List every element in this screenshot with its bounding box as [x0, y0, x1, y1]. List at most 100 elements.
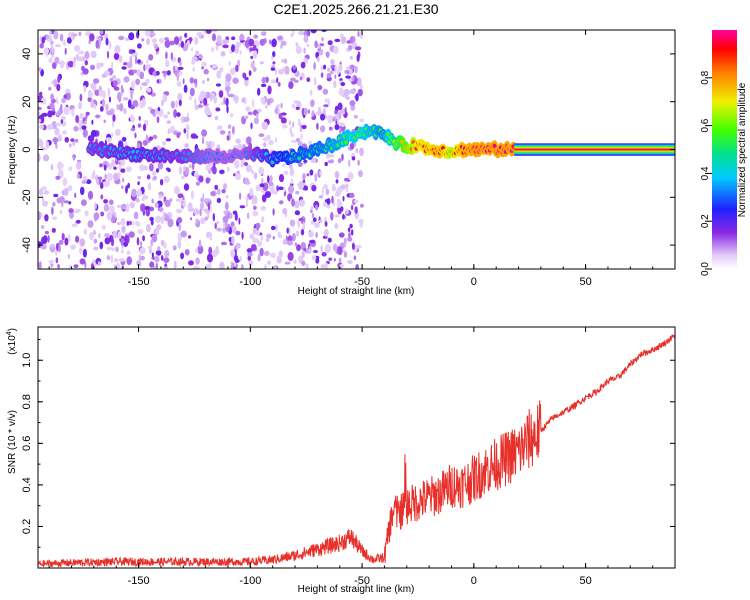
- spectrogram-noise-cell: [270, 225, 276, 231]
- spectrogram-noise-cell: [201, 61, 207, 67]
- spectrogram-noise-cell: [245, 115, 249, 120]
- spectrogram-noise-cell: [202, 192, 205, 202]
- spectrogram-noise-cell: [146, 58, 149, 66]
- spectrogram-noise-cell: [350, 204, 354, 211]
- spectrogram-noise-cell: [294, 210, 300, 216]
- spectrogram-noise-cell: [243, 162, 249, 166]
- spectrogram-noise-cell: [317, 84, 323, 91]
- spectrogram-noise-cell: [325, 51, 330, 58]
- spectrogram-noise-cell: [354, 65, 358, 74]
- spectrogram-noise-cell: [90, 83, 94, 89]
- spectrogram-noise-cell: [172, 245, 177, 251]
- spectrogram-noise-cell: [108, 162, 112, 171]
- spectrogram-noise-cell: [55, 175, 61, 180]
- spectrogram-noise-cell: [351, 76, 355, 82]
- spectrogram-noise-cell: [264, 191, 271, 198]
- spectrogram-noise-cell: [230, 249, 236, 258]
- spectrogram-noise-cell: [130, 116, 136, 123]
- spectrogram-noise-cell: [109, 199, 114, 205]
- spectrogram-noise-cell: [151, 252, 154, 259]
- spectrogram-noise-cell: [189, 77, 194, 84]
- spectrogram-noise-cell: [311, 184, 317, 192]
- spectrogram-ridge-cell: [344, 140, 348, 145]
- spectrogram-noise-cell: [63, 94, 67, 99]
- spectrogram-noise-cell: [359, 221, 364, 228]
- spectrogram-noise-cell: [118, 103, 124, 112]
- spectrogram-noise-cell: [340, 36, 347, 44]
- spectrogram-noise-cell: [50, 93, 54, 101]
- spectrogram-noise-cell: [98, 233, 101, 239]
- spectrogram-noise-cell: [132, 221, 135, 226]
- spectrogram-noise-cell: [323, 104, 330, 108]
- spectrogram-noise-cell: [60, 119, 63, 124]
- spectrogram-noise-cell: [353, 255, 357, 261]
- spectrogram-noise-cell: [203, 97, 208, 106]
- spectrogram-noise-cell: [231, 36, 236, 41]
- spectrogram-noise-cell: [317, 106, 322, 115]
- spectrogram-noise-cell: [210, 141, 215, 148]
- spectrogram-panel: -150 -100 -50 0 50 -40 -20 0 20 40 Height of str…: [7, 29, 676, 297]
- spectrogram-noise-cell: [156, 79, 159, 84]
- spectrogram-noise-cell: [338, 87, 345, 97]
- spectrogram-noise-cell: [103, 203, 110, 212]
- spectrogram-noise-cell: [340, 184, 347, 190]
- spectrogram-noise-cell: [201, 66, 204, 70]
- spectrogram-noise-cell: [89, 33, 95, 42]
- spectrogram-noise-cell: [163, 175, 170, 183]
- snr-x-ticks: -150 -100 -50 0 50: [48, 327, 676, 587]
- spectrogram-noise-cell: [249, 187, 254, 197]
- spectrogram-noise-cell: [98, 89, 105, 97]
- spectrogram-noise-cell: [244, 97, 247, 105]
- spectrogram-noise-cell: [241, 231, 244, 240]
- spectrogram-noise-cell: [234, 160, 240, 169]
- spectrogram-noise-cell: [334, 214, 340, 218]
- spectrogram-noise-cell: [136, 189, 143, 197]
- spectrogram-noise-cell: [58, 239, 64, 245]
- spectrogram-noise-cell: [177, 193, 184, 199]
- spectrogram-noise-cell: [61, 97, 66, 104]
- spectrogram-noise-cell: [102, 98, 105, 108]
- spectrogram-noise-cell: [324, 161, 328, 167]
- spectrogram-noise-cell: [184, 143, 189, 148]
- spectrogram-noise-cell: [327, 98, 330, 107]
- spectrogram-noise-cell: [103, 180, 110, 188]
- spectrogram-noise-cell: [137, 175, 142, 180]
- spectrogram-noise-cell: [267, 85, 272, 95]
- spectrogram-noise-cell: [213, 96, 218, 104]
- spectrogram-noise-cell: [349, 100, 356, 107]
- spectrogram-noise-cell: [263, 142, 267, 148]
- spectrogram-noise-cell: [55, 250, 58, 256]
- spectrogram-noise-cell: [182, 78, 185, 85]
- spectrogram-noise-cell: [160, 216, 165, 224]
- spectrogram-noise-cell: [146, 38, 150, 45]
- spectrogram-noise-cell: [100, 194, 104, 200]
- spectrogram-noise-cell: [324, 98, 328, 103]
- spectrogram-noise-cell: [72, 33, 78, 37]
- spectrogram-noise-cell: [144, 30, 151, 37]
- spectrogram-noise-cell: [349, 64, 355, 70]
- spectrogram-noise-cell: [205, 165, 211, 171]
- spectrogram-noise-cell: [38, 261, 42, 269]
- spectrogram-noise-cell: [245, 198, 249, 208]
- spectrogram-noise-cell: [190, 217, 193, 221]
- spectrogram-y-ticks: -40 -20 0 20 40: [21, 48, 675, 253]
- spectrogram-noise-cell: [201, 129, 208, 137]
- spectrogram-noise-cell: [103, 164, 107, 171]
- spectrogram-noise-cell: [75, 235, 80, 243]
- spectrogram-noise-cell: [282, 208, 288, 215]
- spectrogram-noise-cell: [177, 66, 184, 70]
- spectrogram-noise-cell: [338, 63, 343, 72]
- spectrogram-noise-cell: [111, 132, 114, 137]
- spectrogram-noise-cell: [55, 122, 62, 127]
- spectrogram-noise-cell: [347, 159, 351, 168]
- spectrogram-noise-cell: [117, 92, 122, 101]
- spectrogram-noise-cell: [345, 75, 351, 79]
- spectrogram-noise-cell: [216, 70, 222, 79]
- spectrogram-noise-cell: [150, 92, 156, 97]
- spectrogram-noise-cell: [337, 102, 343, 111]
- spectrogram-noise-cell: [258, 133, 265, 138]
- spectrogram-noise-cell: [89, 231, 95, 241]
- spectrogram-noise-cell: [139, 241, 143, 247]
- spectrogram-noise-cell: [184, 249, 190, 256]
